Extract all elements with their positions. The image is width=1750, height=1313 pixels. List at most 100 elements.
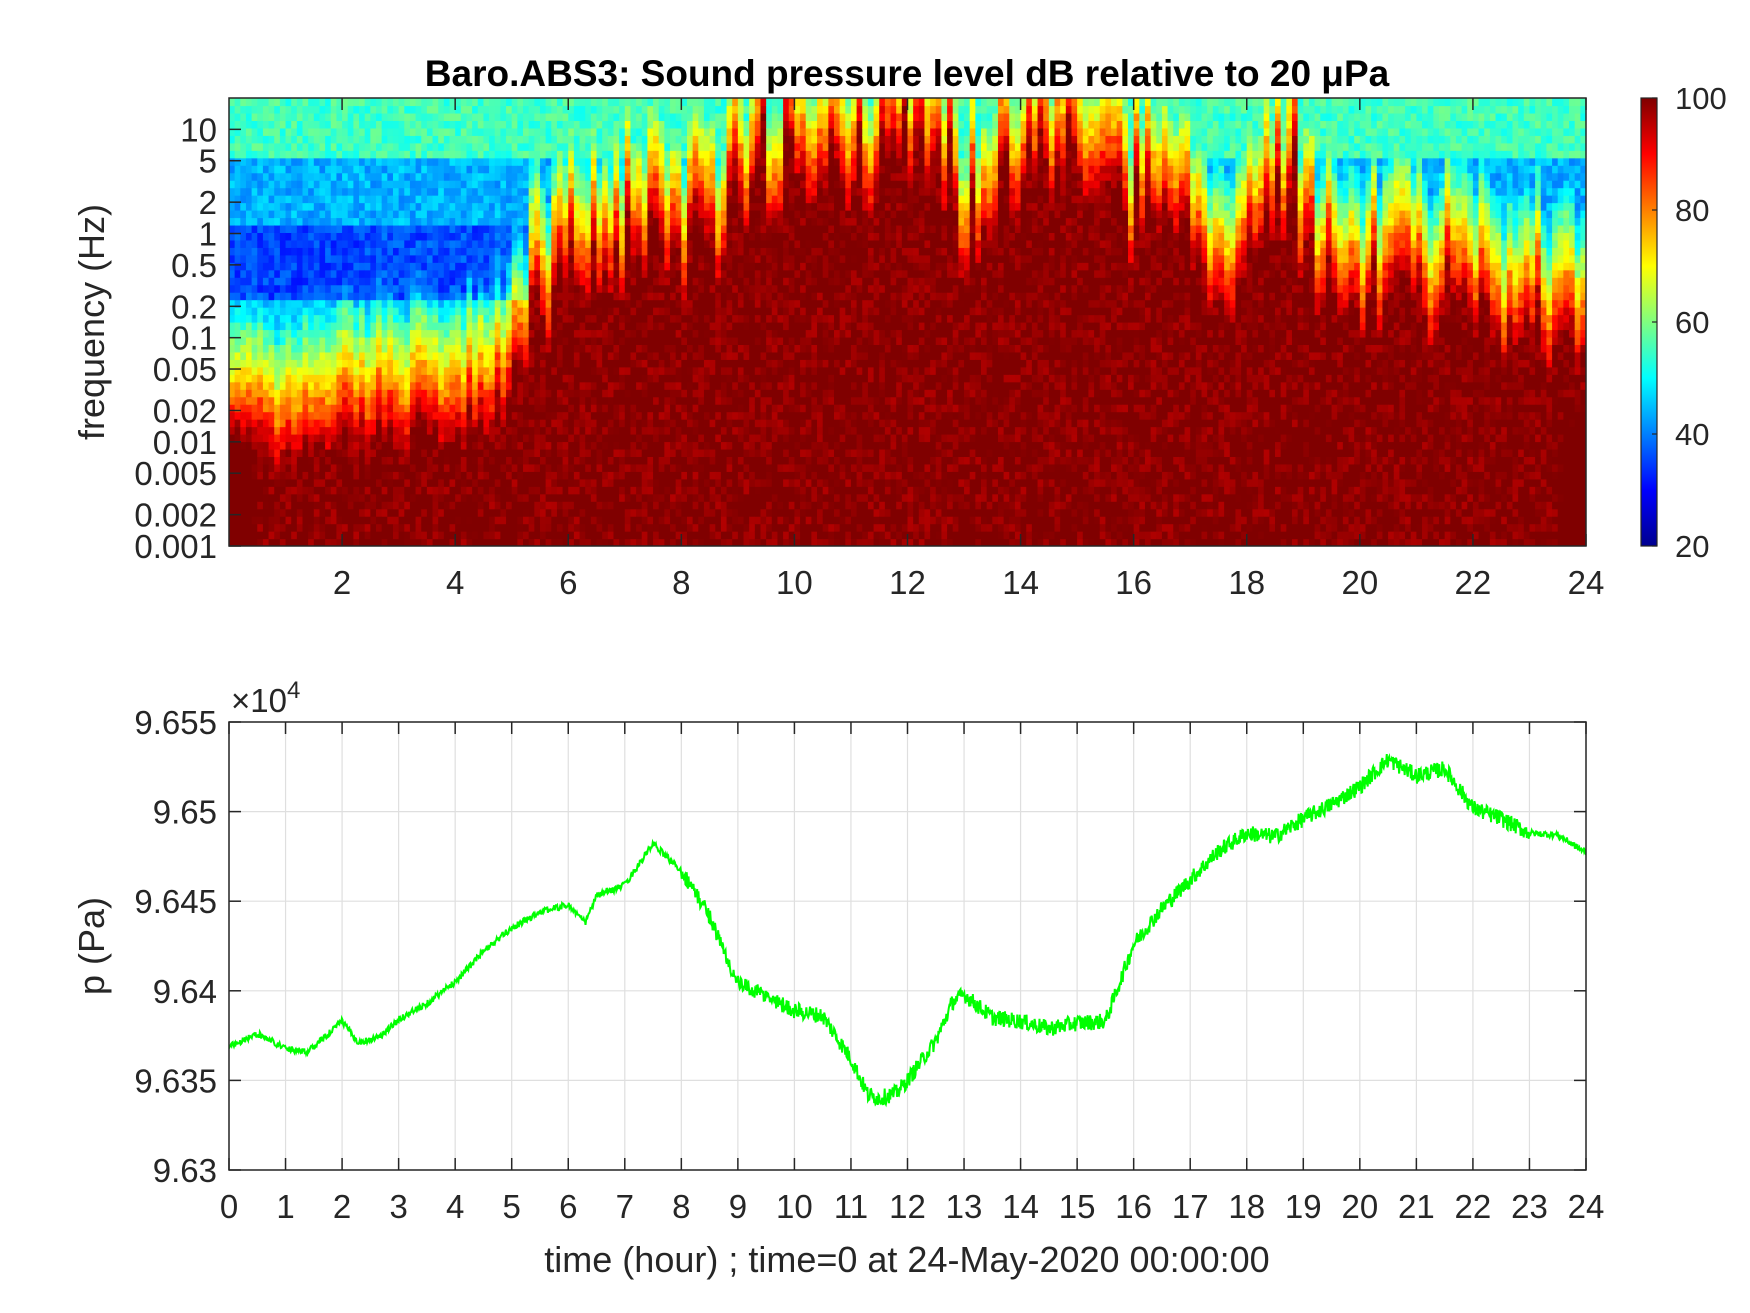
heatmap-cell xyxy=(443,493,451,502)
heatmap-cell xyxy=(630,127,637,136)
heatmap-cell xyxy=(494,359,501,368)
heatmap-cell xyxy=(268,493,275,502)
heatmap-cell xyxy=(302,336,309,345)
heatmap-cell xyxy=(511,239,518,248)
heatmap-cell xyxy=(489,262,496,271)
heatmap-cell xyxy=(483,523,490,532)
heatmap-cell xyxy=(443,224,451,233)
heatmap-cell xyxy=(347,531,354,540)
heatmap-cell xyxy=(376,224,383,233)
heatmap-cell xyxy=(268,396,275,405)
heatmap-cell xyxy=(568,217,575,226)
heatmap-cell xyxy=(528,441,535,450)
heatmap-cell xyxy=(376,411,383,420)
heatmap-cell xyxy=(517,508,524,517)
heatmap-cell xyxy=(523,448,530,457)
heatmap-cell xyxy=(364,254,371,263)
heatmap-cell xyxy=(262,187,270,196)
heatmap-cell xyxy=(426,262,434,271)
heatmap-cell xyxy=(359,538,366,546)
heatmap-cell xyxy=(653,217,660,226)
heatmap-cell xyxy=(274,493,281,502)
heatmap-cell xyxy=(686,366,694,375)
heatmap-cell xyxy=(240,404,247,413)
heatmap-cell xyxy=(500,374,507,383)
heatmap-cell xyxy=(274,135,281,144)
heatmap-cell xyxy=(596,284,603,293)
heatmap-cell xyxy=(562,202,569,211)
heatmap-cell xyxy=(262,351,270,360)
heatmap-cell xyxy=(686,165,694,174)
heatmap-cell xyxy=(483,135,490,144)
heatmap-cell xyxy=(573,277,581,286)
heatmap-cell xyxy=(602,232,609,241)
heatmap-cell xyxy=(675,247,682,256)
heatmap-cell xyxy=(641,195,648,204)
heatmap-cell xyxy=(596,501,603,510)
heatmap-cell xyxy=(579,344,586,353)
heatmap-cell xyxy=(528,538,535,546)
heatmap-cell xyxy=(404,351,411,360)
heatmap-cell xyxy=(579,307,586,316)
heatmap-cell xyxy=(602,374,609,383)
heatmap-cell xyxy=(336,284,343,293)
heatmap-cell xyxy=(675,150,682,159)
heatmap-cell xyxy=(641,471,648,480)
heatmap-cell xyxy=(466,262,473,271)
heatmap-cell xyxy=(376,538,383,546)
heatmap-cell xyxy=(308,366,315,375)
heatmap-cell xyxy=(489,531,496,540)
heatmap-cell xyxy=(325,389,332,398)
heatmap-cell xyxy=(285,180,292,189)
heatmap-cell xyxy=(313,142,321,151)
heatmap-cell xyxy=(658,202,665,211)
heatmap-cell xyxy=(257,307,264,316)
heatmap-cell xyxy=(573,299,581,308)
heatmap-cell xyxy=(404,441,411,450)
heatmap-cell xyxy=(624,307,632,316)
heatmap-cell xyxy=(477,187,485,196)
heatmap-cell xyxy=(381,523,388,532)
heatmap-cell xyxy=(675,404,682,413)
heatmap-cell xyxy=(313,292,321,301)
heatmap-cell xyxy=(653,448,660,457)
heatmap-cell xyxy=(319,254,326,263)
heatmap-cell xyxy=(336,336,343,345)
heatmap-cell xyxy=(313,448,321,457)
heatmap-cell xyxy=(562,404,569,413)
heatmap-cell xyxy=(336,157,343,166)
heatmap-cell xyxy=(602,180,609,189)
heatmap-cell xyxy=(438,142,445,151)
heatmap-cell xyxy=(472,269,479,278)
heatmap-cell xyxy=(455,135,462,144)
heatmap-cell xyxy=(370,404,377,413)
heatmap-cell xyxy=(234,463,241,472)
heatmap-cell xyxy=(359,210,366,219)
heatmap-cell xyxy=(551,344,558,353)
heatmap-cell xyxy=(511,142,518,151)
heatmap-cell xyxy=(274,486,281,495)
heatmap-cell xyxy=(675,396,682,405)
heatmap-cell xyxy=(302,127,309,136)
heatmap-cell xyxy=(274,448,281,457)
heatmap-cell xyxy=(398,112,405,121)
heatmap-cell xyxy=(562,239,569,248)
heatmap-cell xyxy=(330,112,338,121)
heatmap-cell xyxy=(426,478,434,487)
heatmap-cell xyxy=(432,98,439,107)
heatmap-cell xyxy=(268,284,275,293)
heatmap-cell xyxy=(681,493,688,502)
heatmap-cell xyxy=(613,419,620,428)
heatmap-cell xyxy=(670,351,677,360)
heatmap-cell xyxy=(296,195,304,204)
heatmap-cell xyxy=(347,501,354,510)
heatmap-cell xyxy=(245,217,253,226)
heatmap-cell xyxy=(506,150,513,159)
heatmap-cell xyxy=(675,187,682,196)
heatmap-cell xyxy=(466,351,473,360)
heatmap-cell xyxy=(647,142,654,151)
heatmap-cell xyxy=(692,307,699,316)
heatmap-cell xyxy=(528,247,535,256)
heatmap-cell xyxy=(670,210,677,219)
heatmap-cell xyxy=(528,389,535,398)
